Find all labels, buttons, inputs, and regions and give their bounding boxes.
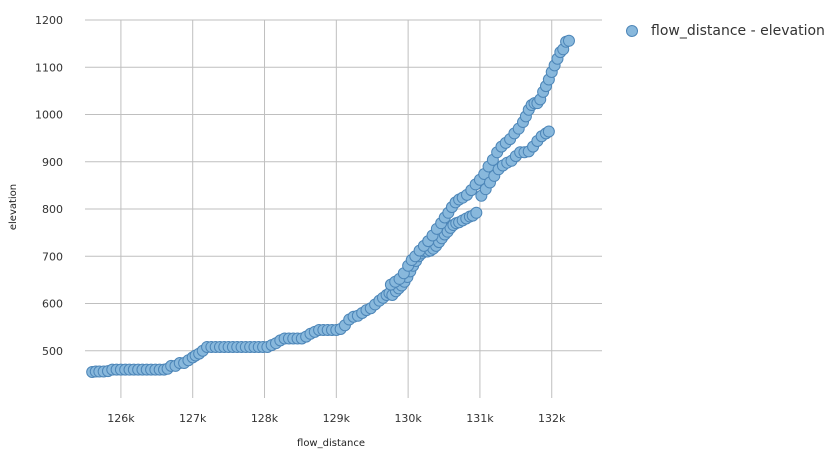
x-tick-label: 129k (323, 412, 351, 425)
x-tick-label: 128k (251, 412, 279, 425)
y-tick-label: 600 (42, 298, 63, 311)
x-tick-label: 126k (107, 412, 135, 425)
y-axis-title: elevation (8, 184, 19, 230)
y-tick-label: 1100 (35, 61, 63, 74)
axis-labels: 126k 127k 128k 129k 130k 131k 132k 500 600 700 800… (35, 14, 566, 425)
y-tick-label: 500 (42, 345, 63, 358)
x-axis-title: flow_distance (297, 438, 365, 449)
data-points (86, 34, 575, 379)
data-point (470, 206, 483, 219)
y-tick-label: 800 (42, 203, 63, 216)
x-tick-label: 127k (179, 412, 207, 425)
grid-layer (85, 19, 602, 398)
legend-marker-icon (626, 25, 638, 37)
y-tick-label: 1200 (35, 14, 63, 27)
data-point (562, 34, 575, 47)
x-tick-label: 130k (394, 412, 422, 425)
legend: flow_distance - elevation (626, 23, 825, 39)
legend-label: flow_distance - elevation (651, 23, 825, 39)
x-tick-label: 132k (538, 412, 566, 425)
y-tick-label: 700 (42, 250, 63, 263)
x-tick-label: 131k (466, 412, 494, 425)
y-tick-label: 1000 (35, 109, 63, 122)
y-tick-label: 900 (42, 156, 63, 169)
data-point (542, 125, 555, 138)
